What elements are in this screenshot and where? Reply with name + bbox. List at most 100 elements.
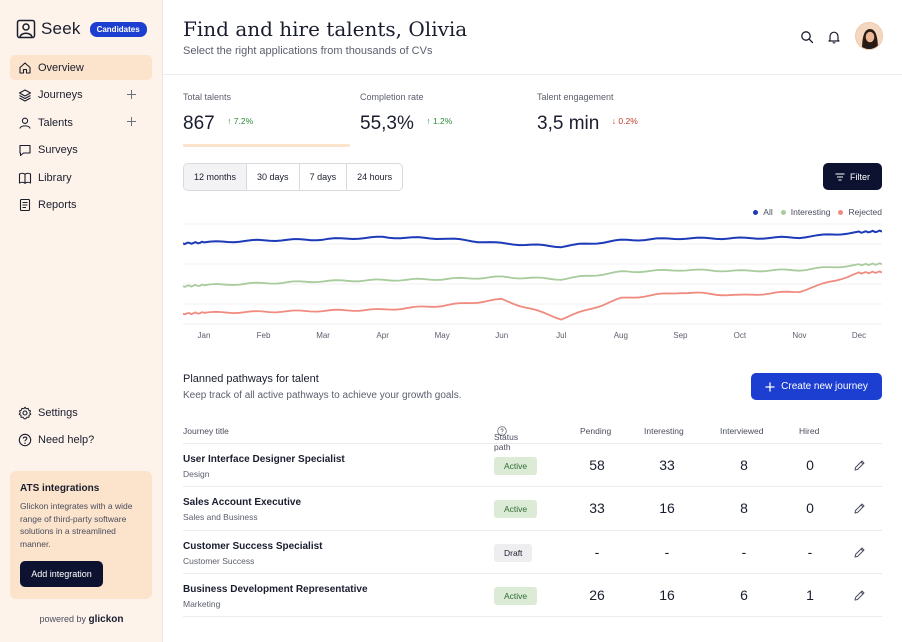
- stat-change-value: 0.2%: [618, 116, 638, 126]
- pathways-table: Journey title Status path Pending Intere…: [183, 420, 882, 618]
- brand[interactable]: Seek Candidates: [16, 19, 147, 39]
- range-7-days[interactable]: 7 days: [300, 164, 348, 190]
- col-status-label: Status path: [494, 432, 519, 452]
- edit-icon[interactable]: [853, 546, 866, 559]
- range-30-days[interactable]: 30 days: [247, 164, 300, 190]
- series-line-interesting: [183, 262, 882, 288]
- stat-value: 3,5 min: [537, 113, 600, 134]
- create-new-journey-button[interactable]: Create new journey: [751, 373, 882, 400]
- stat-label: Talent engagement: [537, 92, 614, 102]
- x-tick-label: Sep: [673, 331, 688, 340]
- x-tick-label: Feb: [257, 331, 271, 340]
- seek-logo-icon: [16, 19, 36, 39]
- ats-description: Glickon integrates with a wide range of …: [20, 501, 133, 549]
- pending-count: 58: [589, 457, 605, 473]
- sidebar-item-label: Talents: [38, 116, 73, 129]
- legend-item-all[interactable]: All: [753, 207, 773, 217]
- sidebar-item-reports[interactable]: Reports: [10, 193, 152, 218]
- stat-total-talents: Total talents 867 ↑ 7.2%: [183, 92, 253, 135]
- stat-completion-rate: Completion rate 55,3% ↑ 1.2%: [360, 92, 452, 135]
- col-hired: Hired: [799, 426, 820, 436]
- filter-button[interactable]: Filter: [823, 163, 882, 190]
- sidebar-item-label: Overview: [38, 61, 84, 74]
- series-line-all: [183, 229, 882, 249]
- pathways-title: Planned pathways for talent: [183, 373, 319, 385]
- legend-item-rejected[interactable]: Rejected: [838, 207, 882, 217]
- table-row[interactable]: Customer Success Specialist Customer Suc…: [183, 531, 882, 574]
- journey-title[interactable]: Customer Success Specialist: [183, 540, 323, 552]
- hired-count: 0: [806, 500, 814, 517]
- interviewed-count: 6: [740, 586, 748, 603]
- edit-icon[interactable]: [853, 459, 866, 472]
- sidebar-item-label: Journeys: [38, 89, 83, 101]
- legend-label: All: [763, 207, 773, 217]
- stat-change-value: 7.2%: [233, 116, 254, 126]
- col-status-path: Status path: [494, 426, 518, 452]
- sidebar-item-settings[interactable]: Settings: [10, 400, 152, 425]
- powered-by-label: powered by: [39, 614, 86, 624]
- legend-item-interesting[interactable]: Interesting: [780, 207, 830, 217]
- bell-icon[interactable]: [827, 30, 841, 44]
- home-icon: [19, 61, 31, 74]
- interesting-count: 16: [659, 586, 675, 603]
- legend-dot: [753, 209, 759, 215]
- table-body: User Interface Designer Specialist Desig…: [183, 444, 882, 618]
- chat-icon: [19, 144, 31, 157]
- range-12-months[interactable]: 12 months: [184, 164, 248, 190]
- stat-change: ↑ 7.2%: [227, 116, 254, 126]
- sidebar-item-journeys[interactable]: Journeys: [10, 83, 152, 108]
- avatar-portrait-icon: [856, 23, 882, 49]
- interesting-count: 33: [659, 457, 675, 473]
- legend-dot: [838, 209, 844, 215]
- sidebar-item-overview[interactable]: Overview: [10, 55, 152, 80]
- avatar[interactable]: [855, 22, 883, 50]
- gear-icon: [18, 406, 32, 419]
- add-journey-icon[interactable]: [126, 89, 137, 100]
- add-integration-button[interactable]: Add integration: [20, 561, 103, 587]
- powered-by: powered by glickon: [0, 614, 163, 625]
- x-tick-label: Apr: [376, 331, 389, 340]
- x-tick-label: May: [435, 331, 450, 340]
- x-tick-label: Dec: [852, 331, 866, 340]
- candidates-badge[interactable]: Candidates: [89, 21, 147, 37]
- range-24-hours[interactable]: 24 hours: [357, 172, 393, 182]
- pathways-subtitle: Keep track of all active pathways to ach…: [183, 390, 462, 401]
- journey-title[interactable]: User Interface Designer Specialist: [183, 454, 345, 465]
- plus-icon: [765, 382, 775, 391]
- journey-title[interactable]: Business Development Representative: [183, 583, 368, 595]
- col-interesting: Interesting: [644, 426, 684, 436]
- sidebar-item-surveys[interactable]: Surveys: [10, 138, 152, 163]
- status-badge: Active: [494, 500, 538, 519]
- search-icon[interactable]: [800, 30, 814, 44]
- journey-title[interactable]: Sales Account Executive: [183, 497, 302, 509]
- sidebar-item-library[interactable]: Library: [10, 165, 152, 190]
- col-interviewed: Interviewed: [720, 426, 764, 436]
- sidebar-item-label: Settings: [38, 406, 78, 419]
- add-talent-icon[interactable]: [126, 116, 137, 127]
- interviewed-count: 8: [740, 500, 748, 517]
- col-journey-title: Journey title: [183, 426, 229, 436]
- sidebar-item-label: Reports: [38, 199, 77, 211]
- hired-count: 0: [806, 457, 814, 473]
- sidebar-item-help[interactable]: Need help?: [10, 428, 152, 453]
- stat-progress-bar: [183, 144, 350, 147]
- interesting-count: 16: [659, 500, 675, 517]
- table-row[interactable]: Business Development Representative Mark…: [183, 574, 882, 618]
- hired-count: -: [807, 543, 813, 560]
- table-header: Journey title Status path Pending Intere…: [183, 420, 882, 452]
- table-row[interactable]: Sales Account Executive Sales and Busine…: [183, 487, 882, 531]
- edit-icon[interactable]: [853, 589, 866, 602]
- edit-icon[interactable]: [853, 502, 866, 515]
- info-icon[interactable]: [497, 426, 507, 436]
- sidebar-item-label: Library: [38, 171, 72, 184]
- sidebar-item-talents[interactable]: Talents: [10, 110, 152, 135]
- help-icon: [18, 433, 32, 447]
- interesting-count: -: [664, 543, 670, 560]
- status-badge: Active: [494, 586, 538, 605]
- journey-category: Marketing: [183, 598, 221, 609]
- pending-count: 26: [589, 586, 605, 603]
- col-pending: Pending: [580, 426, 612, 436]
- table-row[interactable]: User Interface Designer Specialist Desig…: [183, 444, 882, 488]
- pending-count: 33: [589, 500, 605, 517]
- x-tick-label: Jan: [198, 331, 211, 340]
